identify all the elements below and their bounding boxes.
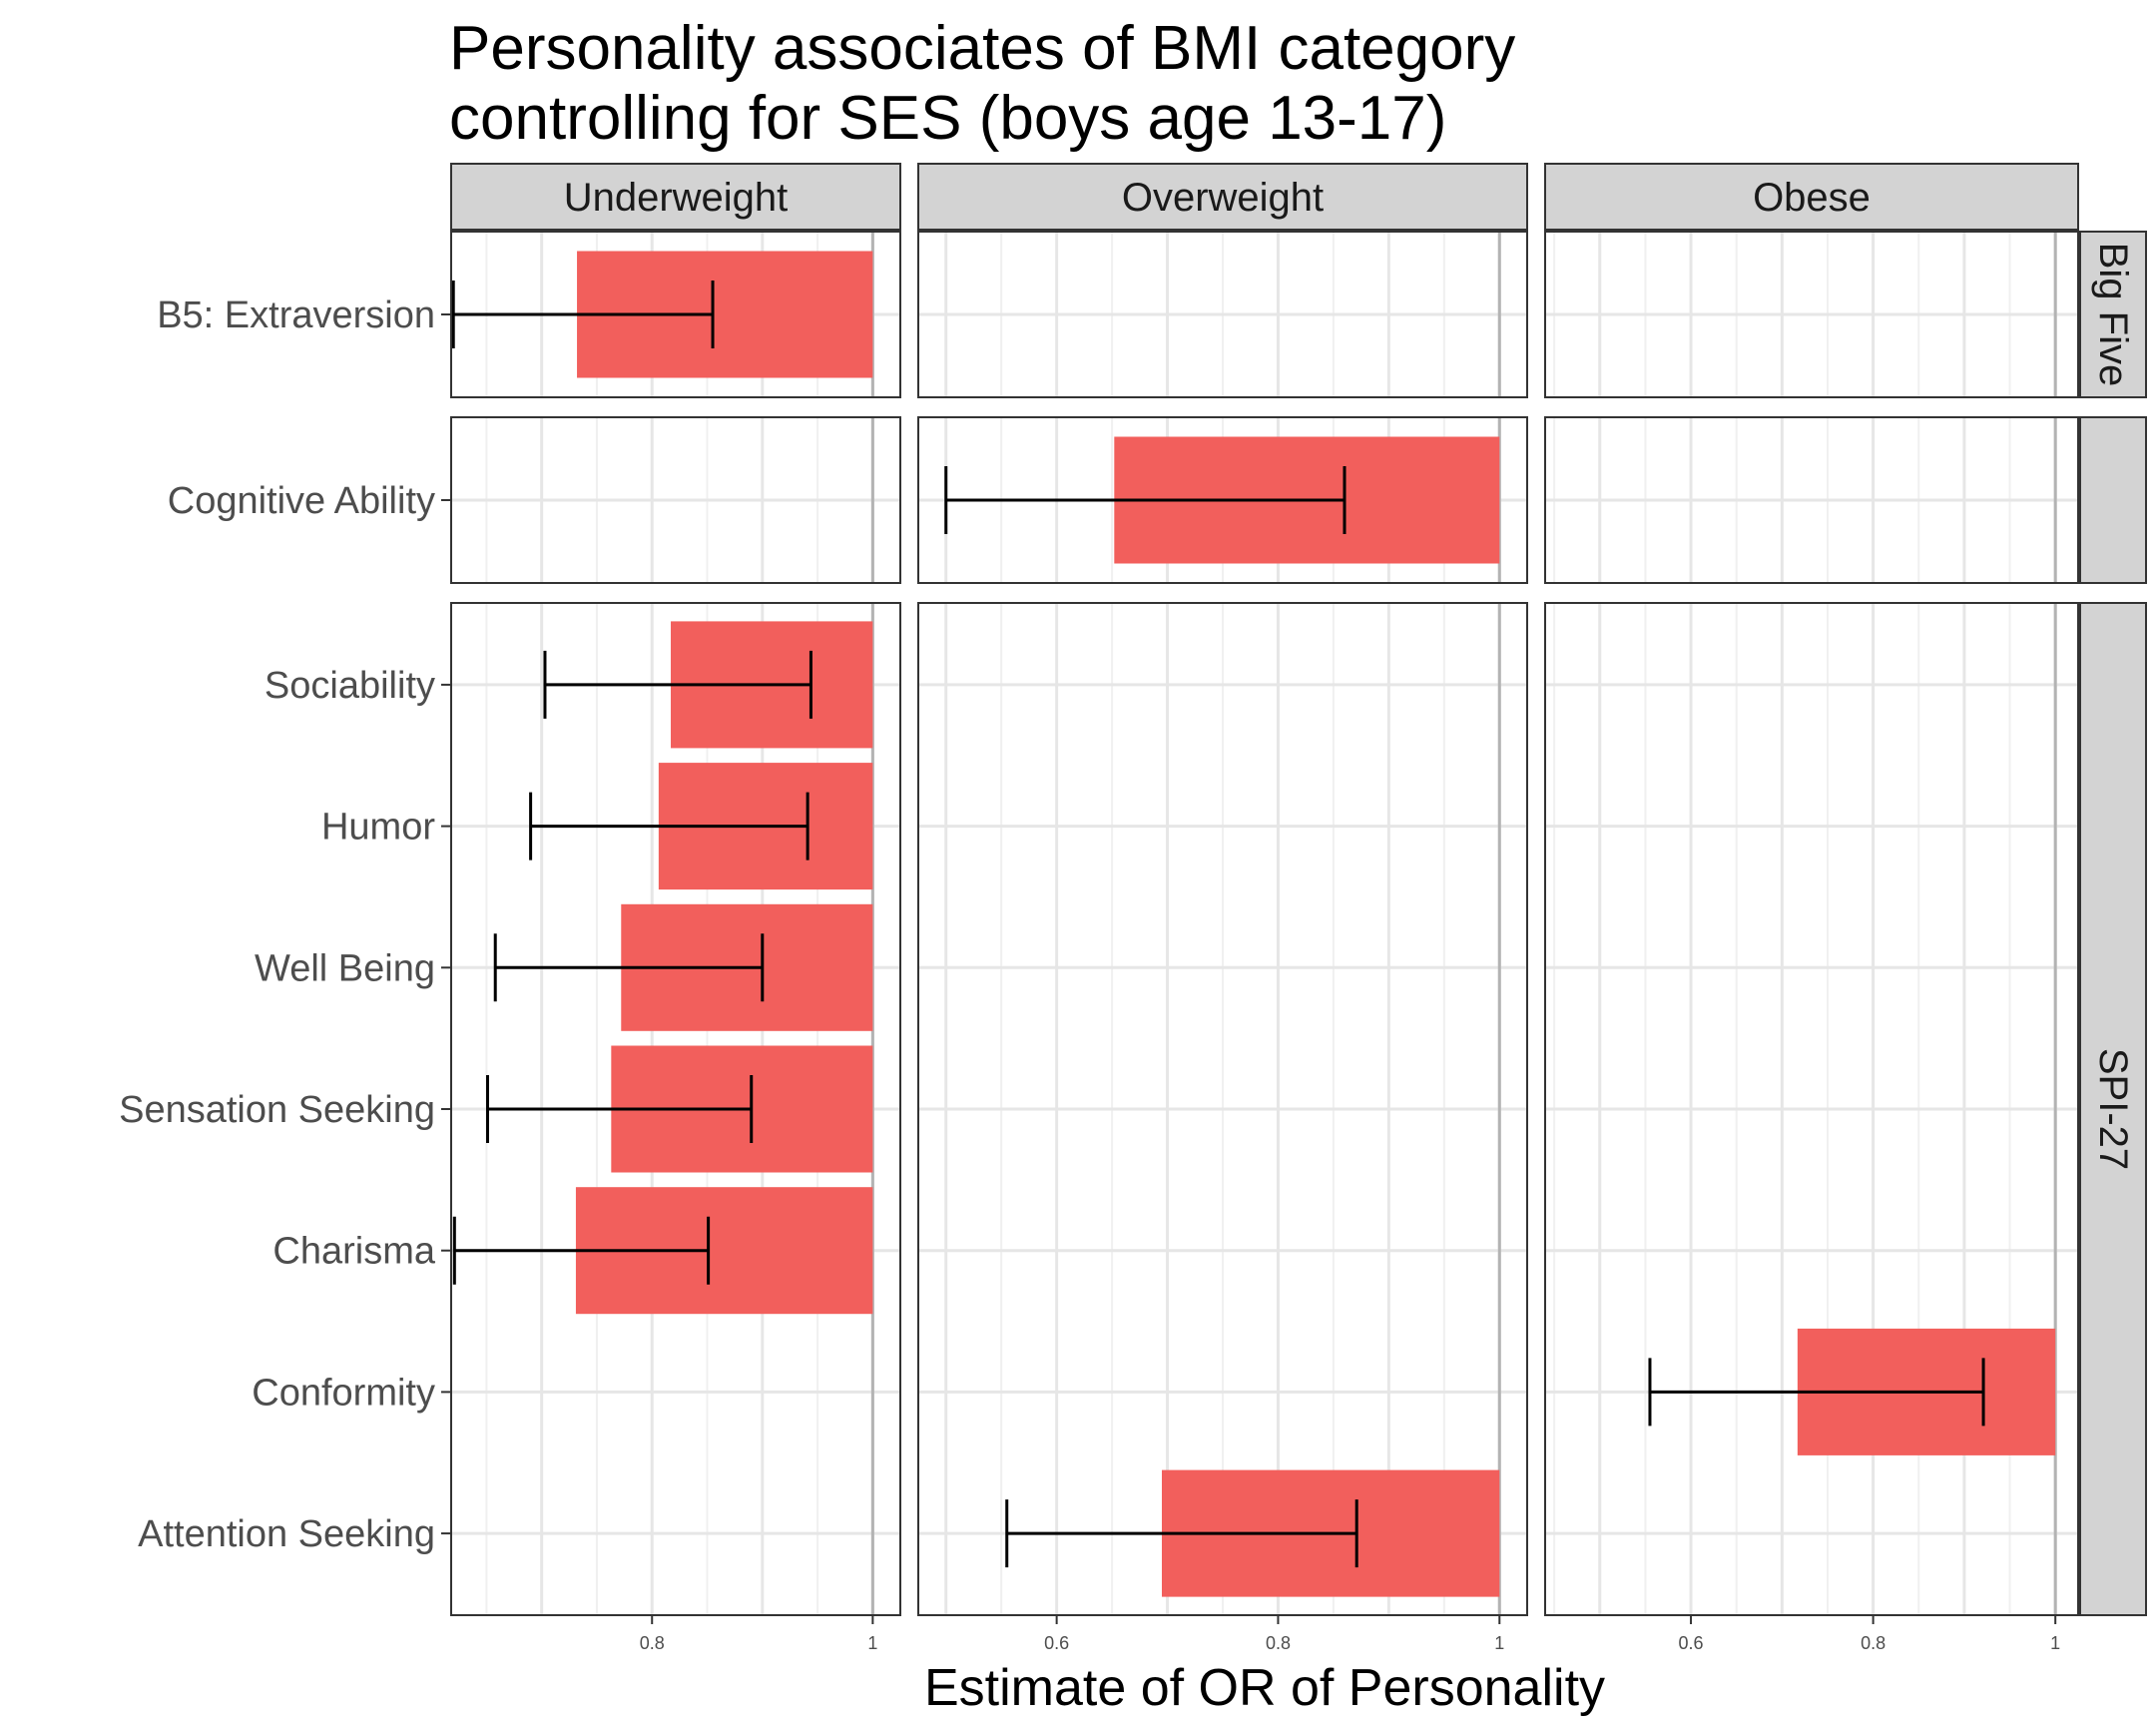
- row-strip-spi-27: [2079, 602, 2147, 1616]
- panel-border: [1544, 231, 2079, 398]
- x-tick-label-obese-0-8: 0.8: [1861, 1633, 1886, 1653]
- row-strip-label-big-five: Big Five: [2091, 243, 2135, 387]
- y-tick-label-sensation-seeking: Sensation Seeking: [119, 1089, 435, 1131]
- panel-obese-row-0: [1545, 232, 2078, 397]
- x-tick-label-underweight-1: 1: [867, 1633, 877, 1653]
- panel-obese-row-2: [1545, 603, 2078, 1615]
- panel-obese-row-1: [1545, 417, 2078, 583]
- panel-border: [1544, 416, 2079, 584]
- panel-border: [917, 416, 1528, 584]
- y-tick-label-humor: Humor: [321, 807, 435, 849]
- panel-border: [917, 602, 1528, 1616]
- x-axis-title: Estimate of OR of Personality: [924, 1659, 1605, 1717]
- x-tick-label-underweight-0-8: 0.8: [640, 1633, 665, 1653]
- row-strip-label-spi-27: SPI-27: [2091, 1048, 2135, 1170]
- y-tick-label-conformity: Conformity: [252, 1372, 435, 1414]
- y-tick-label-charisma: Charisma: [272, 1231, 435, 1273]
- strip-label-overweight: Overweight: [1122, 176, 1324, 220]
- x-tick-label-overweight-1: 1: [1494, 1633, 1504, 1653]
- y-tick-label-cognitive-ability: Cognitive Ability: [168, 480, 435, 522]
- x-tick-label-overweight-0-8: 0.8: [1266, 1633, 1291, 1653]
- strip-overweight: [917, 163, 1528, 231]
- panel-border: [1544, 602, 2079, 1616]
- strip-underweight: [450, 163, 901, 231]
- row-strip-blank-1: [2079, 416, 2147, 584]
- y-tick-label-b5-extraversion: B5: Extraversion: [157, 294, 435, 336]
- strip-label-underweight: Underweight: [564, 176, 789, 220]
- x-tick-label-overweight-0-6: 0.6: [1044, 1633, 1069, 1653]
- strip-label-obese: Obese: [1753, 176, 1871, 220]
- panel-overweight-row-0: [918, 232, 1527, 397]
- y-tick-label-attention-seeking: Attention Seeking: [138, 1513, 435, 1555]
- row-strip-big-five: [2079, 231, 2147, 398]
- chart-title-line-2: controlling for SES (boys age 13-17): [449, 84, 1447, 153]
- panel-border: [917, 231, 1528, 398]
- chart-title-line-1: Personality associates of BMI category: [449, 14, 1516, 83]
- y-tick-label-well-being: Well Being: [255, 947, 435, 989]
- panel-overweight-row-2: [918, 603, 1527, 1615]
- panel-underweight-row-1: [451, 417, 900, 583]
- y-tick-label-sociability: Sociability: [265, 665, 435, 707]
- x-tick-label-obese-1: 1: [2050, 1633, 2060, 1653]
- strip-obese: [1544, 163, 2079, 231]
- x-tick-label-obese-0-6: 0.6: [1679, 1633, 1704, 1653]
